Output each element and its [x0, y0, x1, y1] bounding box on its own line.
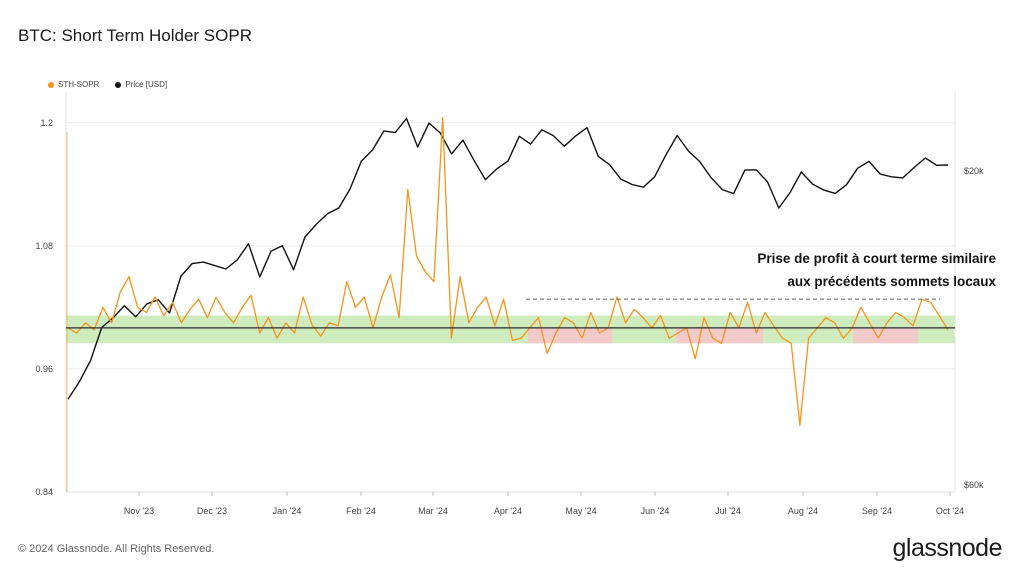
x-tick-label: Sep '24	[862, 506, 892, 516]
pink-zone	[528, 327, 612, 344]
annotation: Prise de profit à court terme similaire …	[700, 247, 996, 293]
sopr-line	[67, 116, 949, 426]
x-tick-label: Aug '24	[788, 506, 818, 516]
loss-zones	[528, 327, 918, 344]
legend-label-price: Price [USD]	[125, 80, 168, 89]
y-tick-label: 0.84	[35, 487, 53, 497]
price-series	[67, 117, 949, 400]
x-tick-label: Apr '24	[494, 506, 522, 516]
x-tick-label: May '24	[565, 506, 596, 516]
x-tick-label: Nov '23	[124, 506, 154, 516]
copyright: © 2024 Glassnode. All Rights Reserved.	[18, 543, 215, 555]
legend: STH-SOPR Price [USD]	[48, 80, 167, 89]
legend-dot-sth-sopr	[48, 81, 54, 88]
reference-lines	[66, 298, 955, 329]
x-tick-label: Jun '24	[641, 506, 670, 516]
pink-zone	[853, 327, 918, 344]
price-line	[67, 117, 949, 400]
pink-zone	[676, 327, 763, 344]
x-tick-label: Jul '24	[715, 506, 741, 516]
legend-label-sth-sopr: STH-SOPR	[58, 80, 100, 89]
y2-tick-label: $20k	[964, 166, 984, 176]
legend-item-sth-sopr[interactable]: STH-SOPR	[48, 80, 99, 89]
legend-item-price[interactable]: Price [USD]	[115, 80, 167, 89]
annotation-line-1: Prise de profit à court terme similaire	[757, 251, 996, 266]
x-tick-label: Oct '24	[936, 506, 964, 516]
y-tick-label: 1.08	[35, 241, 53, 251]
annotation-line-2: aux précédents sommets locaux	[787, 274, 996, 289]
x-tick-label: Feb '24	[346, 506, 376, 516]
y-tick-label: 1.2	[40, 118, 53, 128]
chart-title: BTC: Short Term Holder SOPR	[18, 26, 252, 45]
legend-dot-price	[115, 81, 122, 88]
x-tick-label: Mar '24	[418, 506, 448, 516]
y-tick-label: 0.96	[35, 364, 53, 374]
x-tick-label: Dec '23	[197, 506, 227, 516]
y2-tick-label: $60k	[964, 480, 984, 490]
brand-logo: glassnode	[892, 534, 1003, 562]
gridlines	[66, 122, 955, 493]
x-tick-label: Jan '24	[273, 506, 302, 516]
tick-labels: 0.84 0.96 1.08 1.2 $20k $60k Nov '23 Dec '23 Jan…	[35, 118, 984, 516]
sopr-series	[67, 116, 949, 426]
axes	[65, 92, 956, 493]
